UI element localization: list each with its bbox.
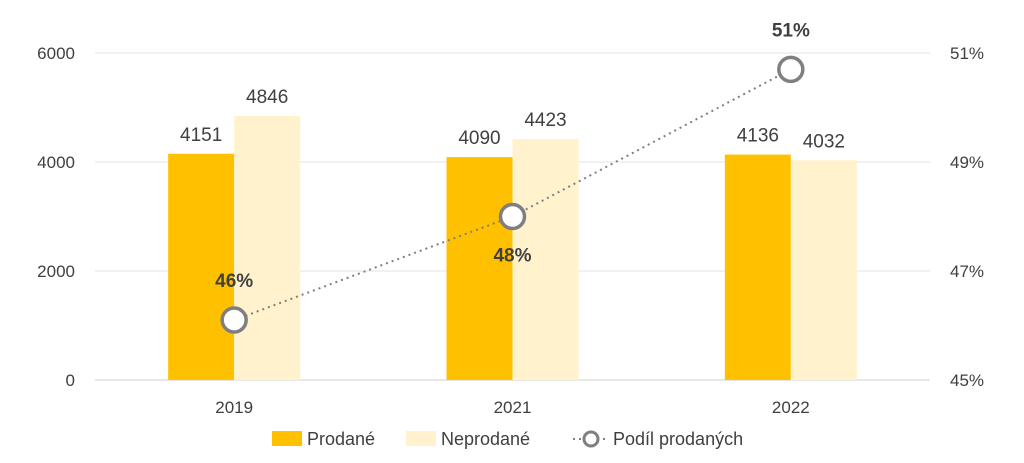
share-point-label: 48% — [493, 246, 531, 267]
legend-label-unsold: Neprodané — [441, 429, 530, 449]
bar-value-label: 4090 — [458, 128, 500, 149]
share-point — [498, 202, 527, 231]
right-tick-label: 49% — [950, 153, 984, 172]
bar-data-labels: 4151 4846 4090 4423 4136 4032 — [180, 87, 845, 152]
bar — [234, 115, 301, 380]
left-tick-label: 4000 — [37, 153, 75, 172]
share-point — [220, 306, 248, 334]
bar-value-label: 4423 — [524, 110, 566, 131]
x-tick-label: 2022 — [772, 398, 810, 417]
x-tick-label: 2021 — [494, 398, 532, 417]
bar — [512, 138, 579, 380]
right-tick-label: 47% — [950, 262, 984, 281]
bar — [790, 160, 857, 380]
bar-value-label: 4136 — [737, 126, 779, 147]
share-line: 46% 48% 51% — [215, 20, 810, 334]
left-tick-label: 2000 — [37, 262, 75, 281]
bar-value-label: 4846 — [246, 87, 288, 108]
left-tick-label: 6000 — [37, 44, 75, 63]
bars — [168, 115, 857, 380]
bar — [168, 153, 235, 380]
share-point-label: 46% — [215, 271, 253, 292]
legend-label-sold: Prodané — [307, 429, 375, 449]
bar-value-label: 4151 — [180, 125, 222, 146]
legend-label-share: Podíl prodaných — [613, 429, 743, 449]
left-axis-ticks: 0 2000 4000 6000 — [37, 44, 75, 390]
legend: Prodané Neprodané Podíl prodaných — [272, 429, 743, 449]
share-point-label: 51% — [772, 20, 810, 41]
share-point — [777, 55, 805, 84]
legend-swatch-unsold — [406, 431, 436, 446]
right-tick-label: 45% — [950, 371, 984, 390]
bar-value-label: 4032 — [803, 131, 845, 152]
right-axis-ticks: 45% 47% 49% 51% — [950, 44, 984, 390]
x-axis-ticks: 2019 2021 2022 — [215, 398, 809, 417]
legend-swatch-sold — [272, 431, 302, 446]
left-tick-label: 0 — [66, 371, 75, 390]
x-tick-label: 2019 — [215, 398, 253, 417]
bar — [724, 154, 791, 380]
bar — [446, 157, 513, 380]
legend-marker-share — [582, 430, 600, 448]
right-tick-label: 51% — [950, 44, 984, 63]
